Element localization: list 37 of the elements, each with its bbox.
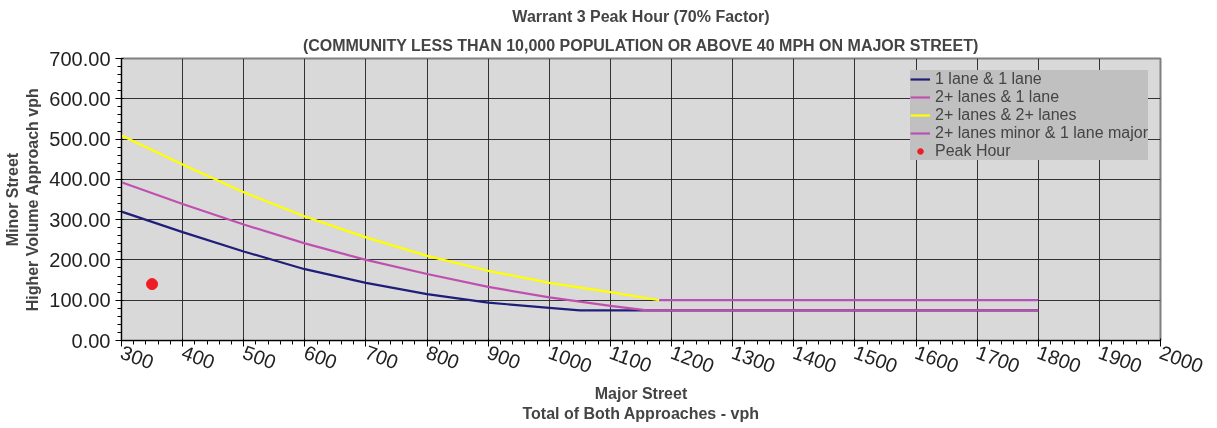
y-tick-label: 700.00: [49, 47, 111, 70]
x-tick-label: 1700: [973, 341, 1023, 378]
chart-title: Warrant 3 Peak Hour (70% Factor): [512, 7, 770, 25]
line-series: [121, 181, 1040, 312]
x-tick-label: 500: [239, 341, 279, 374]
x-tick-label: 1300: [728, 341, 779, 378]
x-tick-label: 1100: [606, 341, 655, 377]
x-tick-label: 1600: [912, 341, 962, 378]
legend-label: 2+ lanes minor & 1 lane major: [935, 124, 1148, 142]
x-axis-title: Major Street Total of Both Approaches - vph: [522, 384, 759, 423]
line-series: [121, 134, 661, 302]
legend-label: 2+ lanes & 1 lane: [935, 88, 1060, 106]
y-tick-label: 200.00: [49, 248, 111, 271]
x-tick-label: 1000: [545, 341, 595, 378]
y-tick-label: 300.00: [49, 208, 111, 231]
legend-label: Peak Hour: [935, 142, 1011, 160]
x-tick-label: 1800: [1034, 341, 1084, 378]
y-tick-label: 600.00: [49, 87, 111, 110]
y-tick-label: 100.00: [49, 289, 111, 312]
x-tick-label: 1200: [667, 341, 718, 378]
legend-label: 2+ lanes & 2+ lanes: [935, 106, 1077, 124]
y-tick-label: 400.00: [49, 168, 111, 191]
x-tick-label: 400: [178, 341, 218, 374]
x-tick-label: 1400: [790, 341, 840, 378]
y-axis-title: Minor Street Higher Volume Approach vph: [3, 88, 42, 312]
y-tick-label: 0.00: [71, 329, 111, 352]
y-tick-label: 500.00: [49, 128, 111, 151]
x-tick-label: 2000: [1156, 341, 1207, 378]
x-tick-label: 300: [117, 341, 157, 374]
x-tick-label: 800: [423, 341, 463, 374]
x-tick-label: 700: [362, 341, 402, 374]
x-tick-label: 1500: [851, 341, 901, 378]
chart-subtitle: (COMMUNITY LESS THAN 10,000 POPULATION OR ABOVE 40 MPH ON MAJOR STREET): [302, 36, 979, 54]
x-tick-label: 1900: [1095, 341, 1145, 378]
x-tick-label: 900: [484, 341, 524, 374]
legend-label: 1 lane & 1 lane: [935, 70, 1042, 88]
x-tick-label: 600: [301, 341, 340, 374]
